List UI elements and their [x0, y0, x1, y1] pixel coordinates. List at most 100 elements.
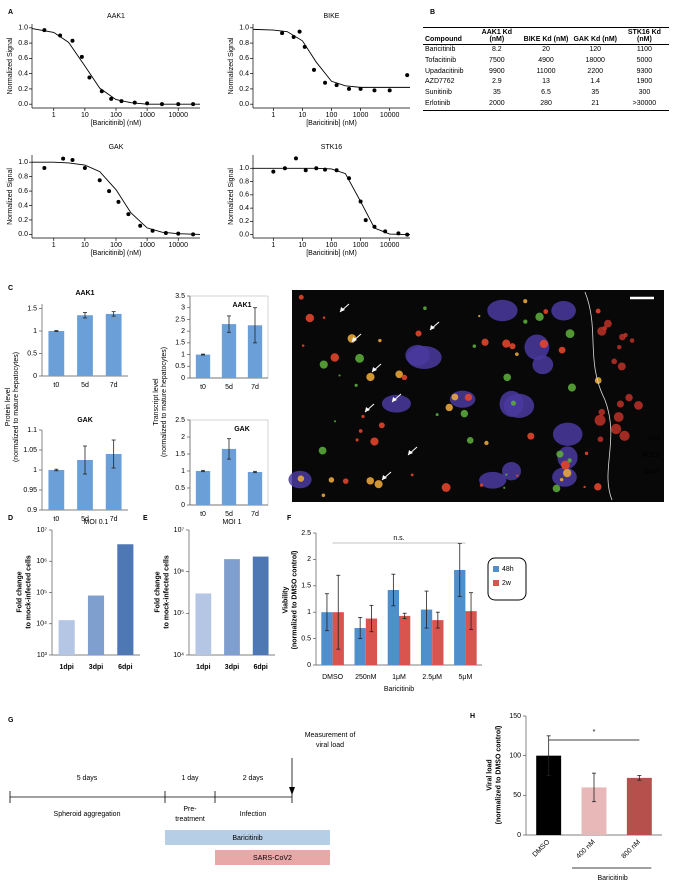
x-tick-label: 1000 [139, 112, 155, 119]
cell: 2000 [489, 99, 505, 107]
y-tick-label: 1 [307, 609, 311, 616]
panel-label: A [8, 9, 13, 16]
stain-spot [466, 437, 474, 444]
data-point [372, 224, 377, 229]
data-point [282, 166, 287, 171]
y-tick-label: 0.2 [18, 86, 28, 93]
stain-spot [509, 343, 516, 350]
bar [454, 569, 466, 665]
duration: 1 day [181, 775, 199, 782]
stain-spot [567, 458, 572, 463]
cell: Baricitinib [425, 46, 456, 53]
stain-spot [629, 338, 635, 343]
panel-label: D [8, 515, 13, 522]
stain-spot [604, 319, 612, 328]
data-point [314, 166, 319, 171]
treatment-label: SARS-CoV2 [253, 855, 292, 862]
phase: Pre-treatment [175, 806, 205, 823]
y-tick-label: 2 [181, 328, 185, 335]
stain-spot [515, 352, 519, 357]
data-point [387, 88, 392, 93]
y-tick-label: 10⁶ [173, 569, 184, 576]
error-bar [546, 735, 551, 776]
fit-curve [31, 28, 200, 105]
x-tick-label: 3dpi [225, 664, 239, 671]
stain-spot [355, 438, 359, 442]
row: Baricitinib 8.2 20 120 1100 [423, 45, 669, 56]
x-tick-label: t0 [200, 511, 206, 518]
stain-spot [584, 451, 589, 456]
data-point [383, 229, 388, 234]
stain-spot [318, 446, 327, 455]
y-tick-label: 0 [517, 832, 521, 839]
error-bar [637, 775, 642, 781]
y-tick-label: 0.6 [239, 55, 249, 62]
phase-line: treatment [175, 816, 205, 823]
cell: 280 [540, 99, 552, 107]
stain-spot [374, 480, 383, 489]
stain-spot [378, 422, 385, 429]
y-tick-label: 1.0 [239, 165, 249, 172]
y-axis-label-line: Viability [282, 587, 289, 614]
cell: 2200 [587, 67, 603, 75]
header-cell: Compound [423, 27, 473, 45]
stain-spot [503, 373, 511, 382]
cell: Tofacitinib [425, 56, 457, 64]
data-point [347, 176, 352, 181]
stain-spot [503, 486, 506, 489]
y-tick-label: 0.0 [18, 231, 28, 238]
x-tick-label: 5d [81, 516, 89, 523]
error-bar [83, 445, 87, 475]
x-tick-label: 5d [225, 384, 233, 391]
stain-spot [523, 299, 528, 304]
stain-spot [361, 414, 365, 419]
y-tick-label: 0.2 [239, 218, 249, 225]
y-tick-label: 150 [509, 713, 521, 720]
x-tick-label: 1dpi [196, 664, 210, 671]
x-tick-label: 10000 [380, 112, 400, 119]
bar [221, 324, 237, 378]
bar [105, 454, 122, 510]
error-bar [457, 543, 462, 597]
y-tick-label: 10⁵ [36, 589, 47, 596]
y-axis-label: Protein level(normalized to mature hepat… [5, 352, 20, 462]
y-tick-label: 3.5 [175, 293, 185, 300]
y-tick-label: 0.4 [18, 70, 28, 77]
y-tick-label: 0.6 [239, 192, 249, 199]
nucleus [381, 394, 411, 413]
stain-spot [328, 477, 335, 483]
cell: 1.4 [590, 78, 601, 86]
data-point [42, 28, 47, 33]
stain-spot [366, 372, 375, 382]
panel-label: E [143, 515, 148, 522]
cell: 120 [589, 46, 602, 53]
row: Erlotinib 2000 280 21 >30000 [423, 99, 669, 110]
cell: 8.2 [491, 46, 502, 53]
stain-spot [595, 308, 601, 314]
x-tick-label: 1 [52, 242, 56, 249]
x-axis-label: [Baricitinib] (nM) [91, 120, 142, 127]
data-point [79, 54, 84, 59]
y-axis-label-line: (normalized to mature hepatocytes) [13, 352, 20, 462]
data-point [82, 165, 87, 170]
cell: Sunitinib [425, 89, 452, 96]
stain-spot [558, 346, 566, 354]
y-tick-label: 10⁴ [173, 652, 184, 659]
x-tick-label: 100 [326, 242, 338, 249]
data-point [70, 38, 75, 43]
error-bar [391, 573, 396, 607]
x-tick-label: 1000 [353, 112, 369, 119]
y-axis-label-line: (normalized to DMSO control) [291, 551, 298, 650]
nucleus [532, 355, 554, 375]
cell: 5000 [636, 56, 653, 64]
phase-line: Infection [240, 811, 267, 818]
error-bar [111, 311, 116, 317]
error-bar [111, 439, 116, 469]
y-axis-label-line: Fold change [16, 571, 23, 612]
stain-spot [415, 330, 422, 337]
phase: Infection [240, 811, 267, 818]
y-axis-label: Normalized Signal [228, 168, 235, 225]
y-tick-label: 1 [33, 467, 37, 474]
bar [105, 313, 122, 376]
